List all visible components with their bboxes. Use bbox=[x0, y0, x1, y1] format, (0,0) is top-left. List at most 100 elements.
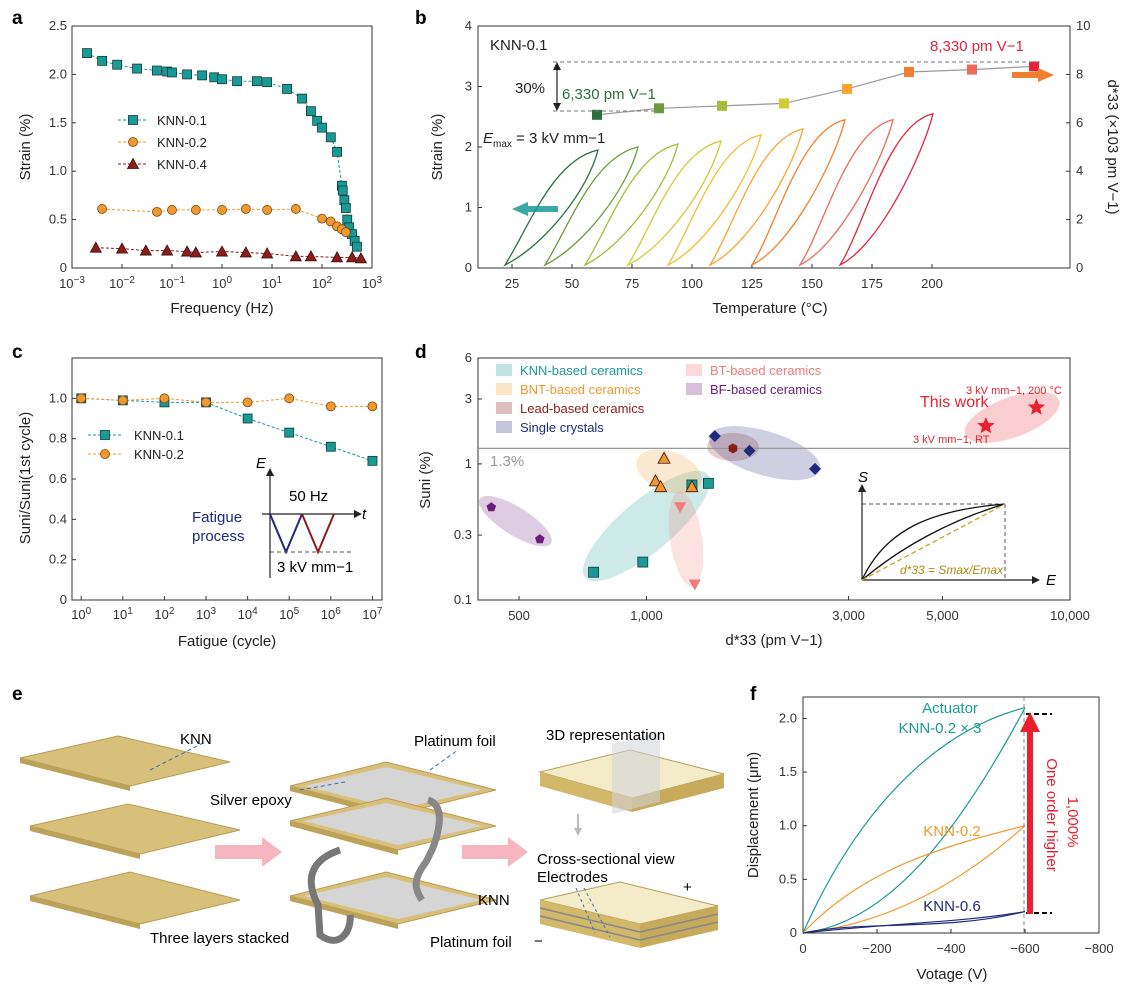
d-legend-swatch bbox=[686, 364, 702, 376]
d-xtick-label: 500 bbox=[508, 608, 530, 623]
xs-electrode-4 bbox=[639, 921, 719, 941]
inset-e-arrow-icon bbox=[266, 468, 274, 476]
a-point bbox=[337, 185, 348, 196]
this-work-label: This work bbox=[920, 394, 989, 411]
d-ytick-label: 0.3 bbox=[454, 527, 472, 542]
a-xtick-label: 10−1 bbox=[159, 275, 185, 291]
pct-label-b: 30% bbox=[515, 80, 545, 97]
panel-label-b: b bbox=[415, 8, 427, 29]
f-ytick-label: 0.5 bbox=[779, 871, 797, 886]
d-legend-swatch bbox=[496, 364, 512, 376]
xlabel-a: Frequency (Hz) bbox=[170, 300, 273, 317]
actuator-label-2: KNN-0.2 × 3 bbox=[899, 720, 982, 737]
d-xtick-label: 3,000 bbox=[832, 608, 865, 623]
a-point bbox=[180, 245, 194, 257]
a-point bbox=[82, 48, 92, 59]
this-work-rt-label: 3 kV mm−1, RT bbox=[913, 434, 990, 446]
b-y2tick-label: 0 bbox=[1076, 260, 1083, 275]
c-series-line bbox=[81, 397, 373, 462]
b-xtick-label: 100 bbox=[681, 276, 703, 291]
a-legend-label: KNN-0.4 bbox=[157, 157, 207, 172]
d-point bbox=[535, 534, 545, 544]
b-strain-loop bbox=[503, 149, 599, 267]
d-xtick-label: 10,000 bbox=[1050, 608, 1090, 623]
a-point bbox=[262, 205, 273, 215]
inset-freq-label: 50 Hz bbox=[289, 488, 328, 505]
a-point bbox=[289, 250, 303, 262]
c-xtick-label: 107 bbox=[362, 606, 382, 622]
d-ytick-label: 1 bbox=[465, 456, 472, 471]
c-xtick-label: 102 bbox=[154, 606, 174, 622]
knn-label: KNN bbox=[180, 731, 212, 748]
a-ytick-label: 1.0 bbox=[49, 163, 67, 178]
inset-e-label-d: E bbox=[1046, 572, 1057, 589]
d-xtick-label: 5,000 bbox=[926, 608, 959, 623]
f-ytick-label: 1.0 bbox=[779, 818, 797, 833]
d-point bbox=[728, 443, 738, 454]
knn-plate-3 bbox=[29, 871, 241, 925]
a-point bbox=[232, 76, 242, 87]
c-xtick-label-exp: 7 bbox=[377, 606, 383, 617]
platinum-foil-strip-2 bbox=[412, 796, 443, 903]
y2label-b: d*33 (×103 pm V−1) bbox=[1104, 79, 1121, 214]
d-point bbox=[685, 479, 699, 493]
a-point bbox=[240, 204, 251, 214]
minus-terminal: − bbox=[534, 933, 543, 950]
ylabel-a: Strain (%) bbox=[17, 114, 34, 181]
a-point bbox=[132, 63, 142, 74]
c-xtick-label-exp: 6 bbox=[335, 606, 341, 617]
a-xtick-label-base: 10 bbox=[212, 276, 226, 291]
b-d33-point bbox=[592, 109, 602, 120]
platinum-foil-label: Platinum foil bbox=[414, 733, 496, 750]
a-point bbox=[325, 132, 336, 143]
f-xtick-label: −400 bbox=[936, 941, 965, 956]
c-point bbox=[242, 413, 253, 424]
fatigue-inset: E t 50 Hz 3 kV mm−1 Fatigue process bbox=[192, 455, 367, 578]
knn02-label: KNN-0.2 bbox=[923, 823, 981, 840]
a-point bbox=[152, 206, 162, 217]
b-d33-point bbox=[717, 100, 727, 111]
a-point bbox=[217, 205, 227, 215]
f-loop-return bbox=[802, 707, 1026, 934]
d-point bbox=[708, 430, 721, 443]
inset-s-label: S bbox=[858, 469, 868, 486]
c-xtick-label: 104 bbox=[238, 606, 258, 622]
a-xtick-label-exp: 0 bbox=[226, 275, 232, 286]
f-loop-rise bbox=[802, 910, 1026, 934]
a-ytick-label: 1.5 bbox=[49, 115, 67, 130]
c-xtick-label-base: 10 bbox=[238, 607, 252, 622]
legend-c: KNN-0.1 KNN-0.2 bbox=[88, 428, 184, 462]
xlabel-d: d*33 (pm V−1) bbox=[725, 632, 822, 649]
c-ytick-label: 1.0 bbox=[49, 390, 67, 405]
a-point bbox=[217, 74, 227, 85]
a-point bbox=[139, 244, 153, 256]
a-ytick-label: 0 bbox=[60, 260, 67, 275]
d-point bbox=[654, 479, 668, 493]
a-point bbox=[97, 55, 108, 66]
a-point bbox=[354, 251, 368, 264]
c-point bbox=[325, 401, 336, 412]
inset-wave-2 bbox=[301, 513, 335, 555]
b-ytick-label: 3 bbox=[465, 79, 472, 94]
f-ytick-label: 1.5 bbox=[779, 764, 797, 779]
c-point bbox=[284, 427, 295, 438]
a-point bbox=[239, 246, 253, 258]
a-ytick-label: 2.5 bbox=[49, 18, 67, 33]
inset-t-arrow-icon bbox=[354, 510, 362, 518]
axis-ticks-b: 25 50 75 100 125 150 175 200 0 1 2 3 4 0 2 4 6 8 10 bbox=[465, 18, 1091, 291]
c-xtick-label-exp: 5 bbox=[294, 606, 300, 617]
c-xtick-label: 105 bbox=[279, 606, 299, 622]
inset-slope-line bbox=[861, 503, 1006, 581]
xs-electrode-1 bbox=[539, 907, 641, 933]
b-d33-point bbox=[779, 98, 789, 109]
a-xtick-label-base: 10 bbox=[59, 276, 73, 291]
xlabel-b: Temperature (°C) bbox=[712, 300, 827, 317]
c-point bbox=[117, 395, 128, 406]
block-front bbox=[540, 772, 632, 812]
a-legend-label: KNN-0.1 bbox=[157, 113, 207, 128]
d-point bbox=[486, 502, 497, 512]
inset-loop-lower bbox=[861, 503, 1006, 581]
d-group-ellipse bbox=[582, 470, 711, 582]
a-series-line bbox=[95, 247, 361, 259]
c-ytick-label: 0.2 bbox=[49, 552, 67, 567]
